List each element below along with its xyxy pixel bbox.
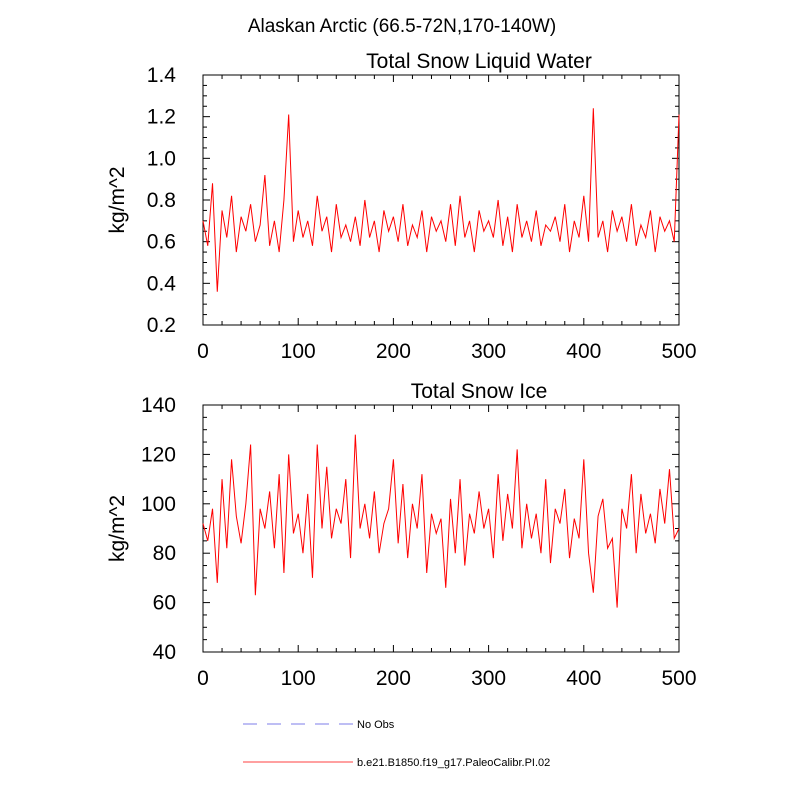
series-line xyxy=(202,434,680,608)
y-tick-label: 0.6 xyxy=(147,231,176,254)
series-line xyxy=(202,108,680,292)
y-tick-label: 0.8 xyxy=(147,189,176,212)
y-tick-label: 0.2 xyxy=(147,314,176,337)
x-tick-label: 300 xyxy=(471,667,506,690)
figure-title: Alaskan Arctic (66.5-72N,170-140W) xyxy=(248,16,556,37)
panel-title: Total Snow Ice xyxy=(411,380,548,403)
x-tick-label: 400 xyxy=(566,340,601,363)
panel-snow-ice: Total Snow Ice kg/m^2 0 100 200 300 400 500 40 60… xyxy=(106,380,697,690)
x-tick-label: 500 xyxy=(661,340,696,363)
legend: No Obs b.e21.B1850.f19_g17.PaleoCalibr.P… xyxy=(243,719,550,769)
plot-frame xyxy=(202,404,680,653)
x-tick-label: 0 xyxy=(197,340,209,363)
x-tick-label: 0 xyxy=(197,667,209,690)
y-tick-label: 40 xyxy=(153,641,176,664)
panel-title: Total Snow Liquid Water xyxy=(366,50,592,73)
x-tick-label: 200 xyxy=(376,340,411,363)
x-tick-label: 100 xyxy=(281,667,316,690)
plot-frame xyxy=(202,74,680,326)
x-tick-label: 200 xyxy=(376,667,411,690)
panel-snow-liquid-water: Total Snow Liquid Water kg/m^2 0 100 200 300 4… xyxy=(106,50,697,363)
legend-entry-no-obs: No Obs xyxy=(243,719,395,731)
x-tick-label: 500 xyxy=(661,667,696,690)
legend-label-model-run: b.e21.B1850.f19_g17.PaleoCalibr.PI.02 xyxy=(357,757,550,769)
y-tick-label: 120 xyxy=(141,443,176,466)
x-tick-label: 300 xyxy=(471,340,506,363)
y-tick-label: 100 xyxy=(141,493,176,516)
y-tick-label: 0.4 xyxy=(147,272,177,295)
y-tick-label: 80 xyxy=(153,542,176,565)
y-tick-label: 1.0 xyxy=(147,147,176,170)
y-tick-label: 1.4 xyxy=(147,64,177,87)
x-tick-label: 400 xyxy=(566,667,601,690)
y-axis-label: kg/m^2 xyxy=(106,495,129,562)
y-tick-label: 1.2 xyxy=(147,106,176,129)
legend-entry-model-run: b.e21.B1850.f19_g17.PaleoCalibr.PI.02 xyxy=(243,757,550,769)
y-tick-label: 140 xyxy=(141,394,176,417)
x-tick-label: 100 xyxy=(281,340,316,363)
y-tick-label: 60 xyxy=(153,592,176,615)
y-axis-label: kg/m^2 xyxy=(106,166,129,233)
legend-label-no-obs: No Obs xyxy=(357,719,395,731)
